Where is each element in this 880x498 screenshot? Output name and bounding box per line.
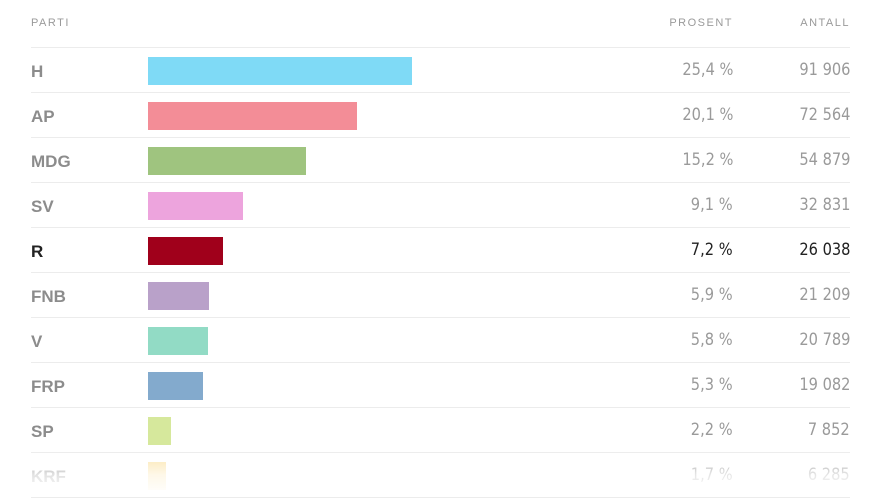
table-row: H 25,4 % 91 906 <box>31 48 850 93</box>
count-label: 6 285 <box>808 465 850 485</box>
party-label: FRP <box>31 377 65 396</box>
table-row: SP 2,2 % 7 852 <box>31 408 850 453</box>
party-column-header: PARTI <box>31 17 70 29</box>
count-label: 21 209 <box>798 285 850 305</box>
table-row: FRP 5,3 % 19 082 <box>31 363 850 408</box>
count-label: 54 879 <box>798 150 850 170</box>
table-header: PARTI PROSENT ANTALL <box>31 0 850 48</box>
table-row: SV 9,1 % 32 831 <box>31 183 850 228</box>
party-bar <box>148 282 209 310</box>
count-label: 19 082 <box>798 375 850 395</box>
party-label: V <box>31 332 43 351</box>
percent-label: 5,8 % <box>691 330 733 350</box>
percent-label: 20,1 % <box>681 105 733 125</box>
party-bar <box>148 327 208 355</box>
percent-label: 5,3 % <box>691 375 733 395</box>
percent-label: 9,1 % <box>691 195 733 215</box>
table-row: MDG 15,2 % 54 879 <box>31 138 850 183</box>
party-bar <box>148 372 203 400</box>
party-label: FNB <box>31 287 66 306</box>
percent-label: 15,2 % <box>681 150 733 170</box>
party-bar <box>148 192 243 220</box>
count-label: 32 831 <box>798 195 850 215</box>
count-label: 7 852 <box>808 420 850 440</box>
percent-label: 25,4 % <box>681 60 733 80</box>
party-label: KRF <box>31 467 66 486</box>
party-bar <box>148 147 306 175</box>
party-bar <box>148 57 412 85</box>
table-row: FNB 5,9 % 21 209 <box>31 273 850 318</box>
party-label: AP <box>31 107 55 126</box>
count-label: 91 906 <box>798 60 850 80</box>
party-label: SP <box>31 422 54 441</box>
table-row: R 7,2 % 26 038 <box>31 228 850 273</box>
percent-label: 5,9 % <box>691 285 733 305</box>
party-bar <box>148 462 166 490</box>
count-label: 26 038 <box>798 240 850 260</box>
percent-label: 7,2 % <box>691 240 733 260</box>
table-row: KRF 1,7 % 6 285 <box>31 453 850 498</box>
table-row: V 5,8 % 20 789 <box>31 318 850 363</box>
party-label: R <box>31 242 44 261</box>
table-row: AP 20,1 % 72 564 <box>31 93 850 138</box>
party-bar <box>148 417 171 445</box>
count-column-header: ANTALL <box>800 17 850 29</box>
party-bar <box>148 237 223 265</box>
results-table: PARTI PROSENT ANTALL H 25,4 % 91 906 AP 20,1… <box>31 0 850 498</box>
party-label: MDG <box>31 152 71 171</box>
percent-label: 2,2 % <box>691 420 733 440</box>
party-label: SV <box>31 197 54 216</box>
percent-column-header: PROSENT <box>669 17 733 29</box>
party-rows: H 25,4 % 91 906 AP 20,1 % 72 564 MDG 15,2 % 54 8… <box>31 48 850 498</box>
party-bar <box>148 102 357 130</box>
percent-label: 1,7 % <box>691 465 733 485</box>
party-label: H <box>31 62 44 81</box>
count-label: 20 789 <box>798 330 850 350</box>
count-label: 72 564 <box>798 105 850 125</box>
